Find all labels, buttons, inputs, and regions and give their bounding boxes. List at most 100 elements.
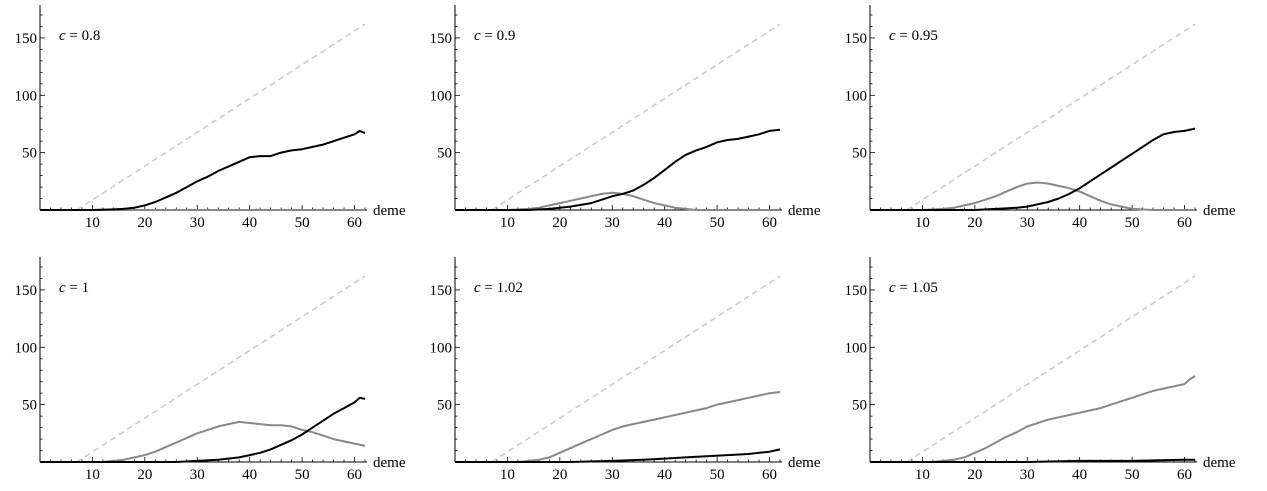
y-tick-label: 50 <box>437 398 452 414</box>
x-tick-label: 20 <box>137 467 152 483</box>
x-tick-label: 50 <box>295 467 310 483</box>
x-tick-label: 20 <box>552 467 567 483</box>
series-line-gray <box>455 391 781 463</box>
x-tick-label: 40 <box>657 215 672 231</box>
y-tick-label: 100 <box>15 88 38 104</box>
series-line-gray <box>870 375 1196 463</box>
x-tick-label: 30 <box>190 467 205 483</box>
y-tick-label: 100 <box>430 88 453 104</box>
x-tick-label: 50 <box>710 215 725 231</box>
x-axis-label: deme <box>1203 455 1236 471</box>
x-axis-label: deme <box>788 203 821 219</box>
x-axis-label: deme <box>1203 203 1236 219</box>
x-tick-label: 50 <box>1125 467 1140 483</box>
y-tick-label: 150 <box>430 31 453 47</box>
series-line-gray <box>455 191 780 211</box>
y-tick-label: 100 <box>430 340 453 356</box>
panel-label-variable: c <box>889 28 896 44</box>
x-tick-label: 60 <box>1177 467 1192 483</box>
x-tick-label: 10 <box>85 467 100 483</box>
panel-1: 10 20 30 40 50 60 50 100 150 deme c = 0.8 <box>15 5 406 231</box>
panel-label-variable: c <box>59 28 66 44</box>
series-line-gray <box>40 420 366 463</box>
reference-line <box>76 23 366 211</box>
y-tick-label: 150 <box>15 31 38 47</box>
panel-label-value: = 1.05 <box>896 280 938 296</box>
panel-label: c = 1 <box>59 280 89 296</box>
series-line-black <box>455 128 781 211</box>
x-tick-label: 60 <box>347 215 362 231</box>
panel-label-value: = 0.95 <box>896 28 938 44</box>
panel-label-variable: c <box>889 280 896 296</box>
series-line-gray <box>870 181 1195 211</box>
x-tick-label: 20 <box>137 215 152 231</box>
y-tick-label: 150 <box>845 31 868 47</box>
y-tick-label: 50 <box>852 146 867 162</box>
panel-label: c = 0.9 <box>474 28 515 44</box>
panel-label-value: = 0.9 <box>481 28 516 44</box>
y-tick-label: 150 <box>845 283 868 299</box>
y-tick-label: 150 <box>430 283 453 299</box>
x-tick-label: 30 <box>190 215 205 231</box>
y-tick-label: 100 <box>845 340 868 356</box>
series-line-black <box>40 129 366 211</box>
y-tick-label: 50 <box>22 398 37 414</box>
x-tick-label: 30 <box>1020 467 1035 483</box>
panel-label-variable: c <box>474 280 481 296</box>
reference-line <box>491 23 781 211</box>
x-tick-label: 40 <box>1072 467 1087 483</box>
x-tick-label: 20 <box>967 467 982 483</box>
reference-line <box>76 275 366 463</box>
series-line-black <box>40 396 366 463</box>
panel-label: c = 0.95 <box>889 28 938 44</box>
x-tick-label: 10 <box>500 467 515 483</box>
panel-label-variable: c <box>59 280 66 296</box>
x-axis-label: deme <box>373 203 406 219</box>
series-line-black <box>870 127 1196 211</box>
y-tick-label: 100 <box>15 340 38 356</box>
panel-3: 10 20 30 40 50 60 50 100 150 deme c = 0.95 <box>845 5 1236 231</box>
series-line-black <box>455 448 781 463</box>
panel-label: c = 0.8 <box>59 28 100 44</box>
y-tick-label: 100 <box>845 88 868 104</box>
panel-5: 10 20 30 40 50 60 50 100 150 deme c = 1.02 <box>430 257 821 483</box>
x-tick-label: 40 <box>242 467 257 483</box>
x-axis-label: deme <box>788 455 821 471</box>
x-tick-label: 40 <box>1072 215 1087 231</box>
x-tick-label: 30 <box>605 467 620 483</box>
x-tick-label: 20 <box>552 215 567 231</box>
x-tick-label: 40 <box>657 467 672 483</box>
x-tick-label: 10 <box>915 215 930 231</box>
x-tick-label: 60 <box>1177 215 1192 231</box>
series-line-black <box>870 458 1195 463</box>
panel-label: c = 1.02 <box>474 280 523 296</box>
reference-line <box>491 275 781 463</box>
y-tick-label: 50 <box>852 398 867 414</box>
reference-line <box>906 275 1196 463</box>
x-tick-label: 50 <box>1125 215 1140 231</box>
x-axis-label: deme <box>373 455 406 471</box>
x-tick-label: 60 <box>762 215 777 231</box>
panel-4: 10 20 30 40 50 60 50 100 150 deme c = 1 <box>15 257 406 483</box>
x-tick-label: 60 <box>762 467 777 483</box>
y-tick-label: 50 <box>22 146 37 162</box>
x-tick-label: 30 <box>1020 215 1035 231</box>
x-tick-label: 10 <box>915 467 930 483</box>
panel-label-value: = 0.8 <box>66 28 101 44</box>
panel-label-value: = 1.02 <box>481 280 523 296</box>
panel-2: 10 20 30 40 50 60 50 100 150 deme c = 0.9 <box>430 5 821 231</box>
x-tick-label: 20 <box>967 215 982 231</box>
x-tick-label: 50 <box>295 215 310 231</box>
y-tick-label: 150 <box>15 283 38 299</box>
x-tick-label: 40 <box>242 215 257 231</box>
x-tick-label: 30 <box>605 215 620 231</box>
y-tick-label: 50 <box>437 146 452 162</box>
panel-label-value: = 1 <box>66 280 89 296</box>
x-tick-label: 10 <box>500 215 515 231</box>
x-tick-label: 60 <box>347 467 362 483</box>
panel-label: c = 1.05 <box>889 280 938 296</box>
x-tick-label: 50 <box>710 467 725 483</box>
panel-label-variable: c <box>474 28 481 44</box>
reference-line <box>906 23 1196 211</box>
